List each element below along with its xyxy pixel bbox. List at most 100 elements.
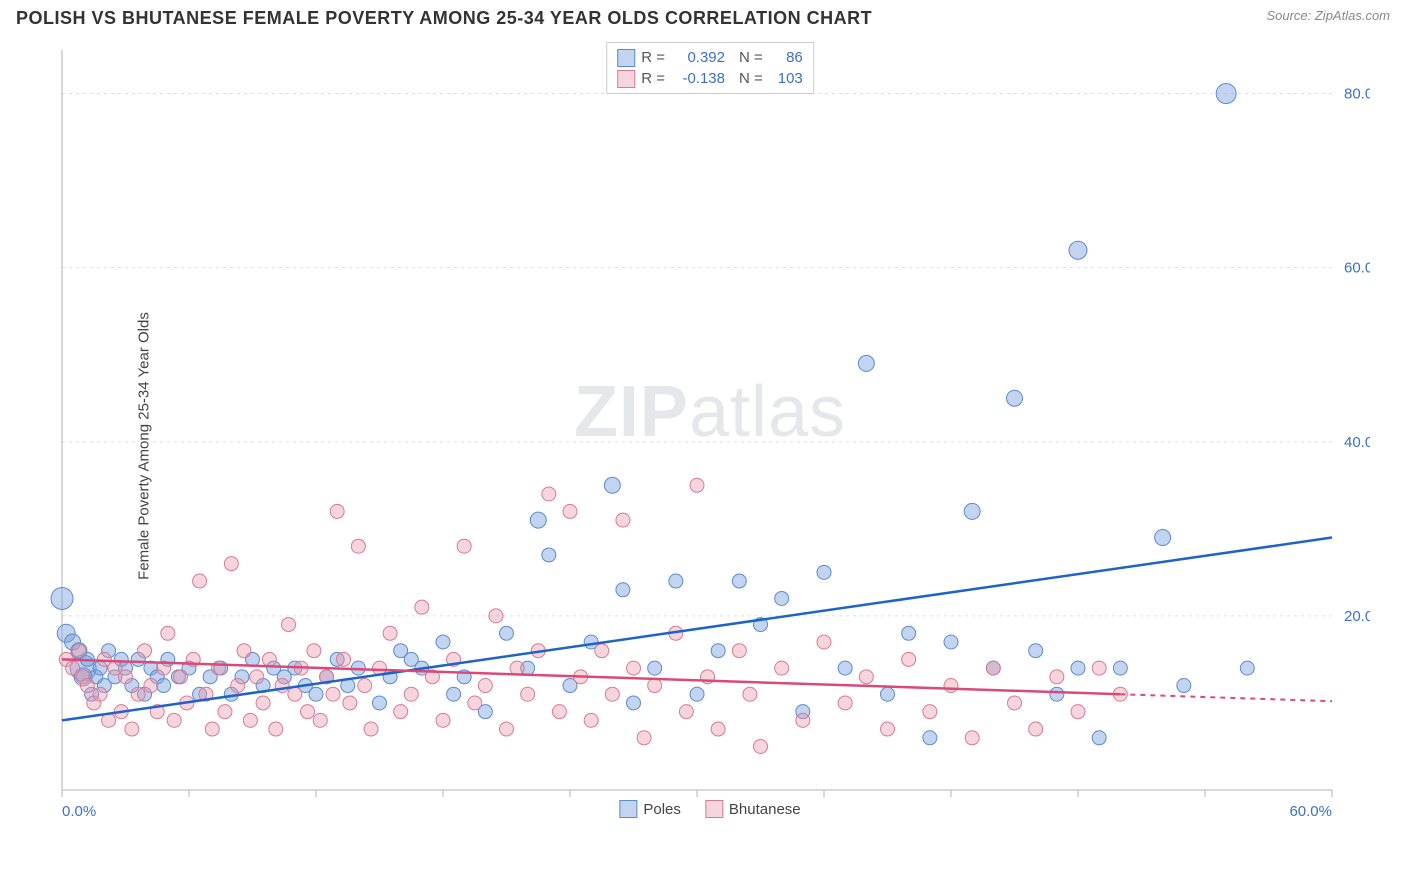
data-point: [754, 739, 768, 753]
swatch-icon: [619, 800, 637, 818]
data-point: [616, 513, 630, 527]
data-point: [415, 600, 429, 614]
data-point: [288, 687, 302, 701]
data-point: [1071, 705, 1085, 719]
data-point: [237, 644, 251, 658]
stat-label: N =: [739, 68, 763, 89]
data-point: [604, 477, 620, 493]
legend-item: Bhutanese: [705, 800, 801, 818]
data-point: [605, 687, 619, 701]
data-point: [817, 565, 831, 579]
data-point: [394, 705, 408, 719]
data-point: [530, 512, 546, 528]
data-point: [167, 713, 181, 727]
data-point: [193, 574, 207, 588]
data-point: [478, 679, 492, 693]
data-point: [679, 705, 693, 719]
data-point: [542, 548, 556, 562]
data-point: [595, 644, 609, 658]
data-point: [457, 539, 471, 553]
data-point: [1029, 644, 1043, 658]
source-label: Source: ZipAtlas.com: [1266, 8, 1390, 23]
data-point: [93, 687, 107, 701]
data-point: [358, 679, 372, 693]
data-point: [1069, 241, 1087, 259]
data-point: [161, 626, 175, 640]
stats-row: R = -0.138 N = 103: [617, 68, 803, 89]
y-tick-label: 20.0%: [1344, 608, 1370, 625]
data-point: [743, 687, 757, 701]
data-point: [1092, 661, 1106, 675]
data-point: [1071, 661, 1085, 675]
data-point: [648, 661, 662, 675]
data-point: [817, 635, 831, 649]
data-point: [256, 696, 270, 710]
data-point: [690, 687, 704, 701]
data-point: [373, 696, 387, 710]
data-point: [262, 652, 276, 666]
data-point: [711, 722, 725, 736]
data-point: [364, 722, 378, 736]
data-point: [447, 687, 461, 701]
stat-n-value: 103: [769, 68, 803, 89]
stat-n-value: 86: [769, 47, 803, 68]
legend-label: Poles: [643, 801, 681, 818]
data-point: [326, 687, 340, 701]
data-point: [138, 644, 152, 658]
data-point: [1008, 696, 1022, 710]
trend-line-dash: [1120, 694, 1332, 701]
x-tick-label: 0.0%: [62, 803, 96, 820]
data-point: [1007, 390, 1023, 406]
data-point: [627, 661, 641, 675]
data-point: [838, 661, 852, 675]
data-point: [637, 731, 651, 745]
stat-r-value: 0.392: [671, 47, 725, 68]
data-point: [1029, 722, 1043, 736]
legend-item: Poles: [619, 800, 681, 818]
data-point: [1050, 687, 1064, 701]
data-point: [51, 587, 73, 609]
data-point: [144, 679, 158, 693]
data-point: [218, 705, 232, 719]
stat-label: N =: [739, 47, 763, 68]
stat-label: R =: [641, 68, 665, 89]
data-point: [250, 670, 264, 684]
data-point: [732, 644, 746, 658]
data-point: [902, 626, 916, 640]
data-point: [902, 652, 916, 666]
data-point: [224, 557, 238, 571]
data-point: [627, 696, 641, 710]
stats-box: R = 0.392 N = 86 R = -0.138 N = 103: [606, 42, 814, 94]
data-point: [563, 504, 577, 518]
data-point: [1113, 661, 1127, 675]
data-point: [796, 713, 810, 727]
data-point: [243, 713, 257, 727]
data-point: [521, 687, 535, 701]
data-point: [351, 539, 365, 553]
data-point: [489, 609, 503, 623]
data-point: [923, 731, 937, 745]
data-point: [986, 661, 1000, 675]
data-point: [711, 644, 725, 658]
data-point: [157, 679, 171, 693]
data-point: [313, 713, 327, 727]
data-point: [775, 661, 789, 675]
legend: Poles Bhutanese: [619, 800, 800, 818]
swatch-icon: [617, 49, 635, 67]
data-point: [307, 644, 321, 658]
y-tick-label: 60.0%: [1344, 260, 1370, 277]
data-point: [964, 503, 980, 519]
data-point: [881, 722, 895, 736]
data-point: [775, 591, 789, 605]
legend-label: Bhutanese: [729, 801, 801, 818]
stat-r-value: -0.138: [671, 68, 725, 89]
data-point: [131, 687, 145, 701]
data-point: [269, 722, 283, 736]
scatter-plot: 0.0%60.0%20.0%40.0%60.0%80.0%: [50, 42, 1370, 842]
data-point: [309, 687, 323, 701]
data-point: [965, 731, 979, 745]
data-point: [330, 504, 344, 518]
data-point: [174, 670, 188, 684]
data-point: [404, 687, 418, 701]
data-point: [343, 696, 357, 710]
